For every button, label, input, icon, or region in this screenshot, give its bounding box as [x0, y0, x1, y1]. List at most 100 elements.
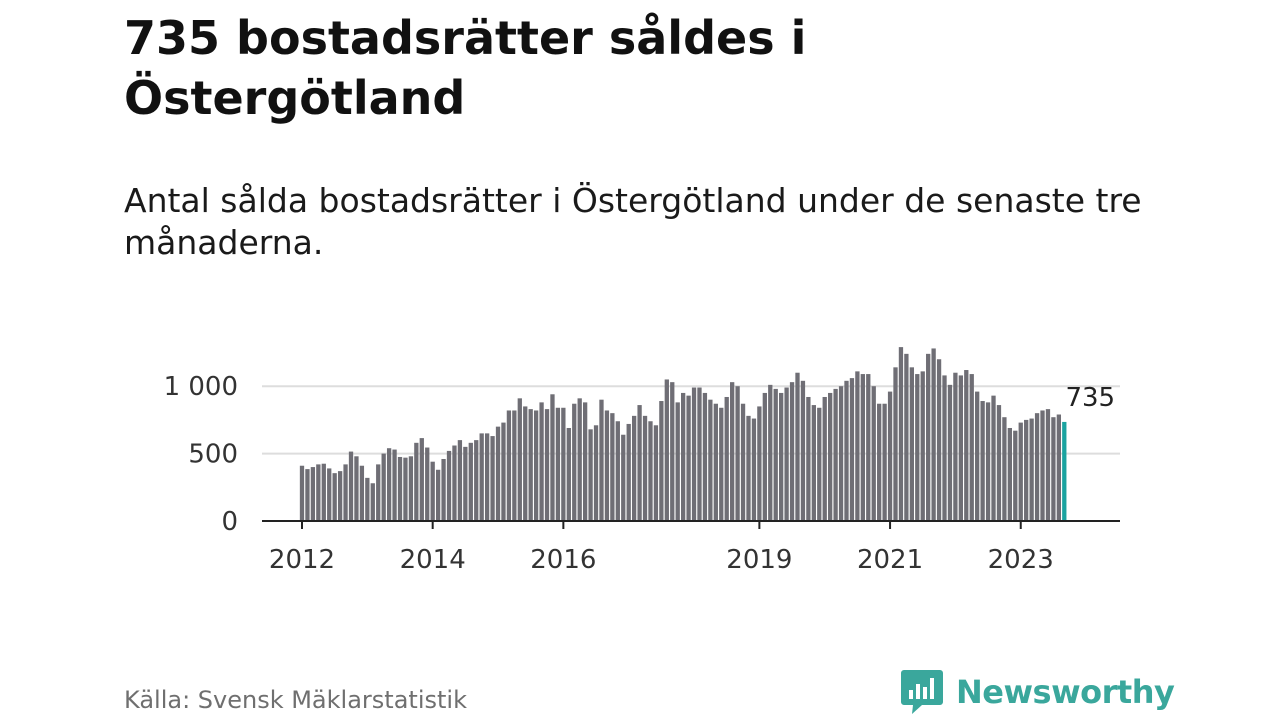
bar: [354, 456, 359, 521]
bar: [985, 402, 991, 521]
bar: [789, 382, 795, 521]
bar: [321, 463, 326, 521]
bar: [299, 465, 305, 521]
bar: [713, 403, 718, 521]
bar: [365, 477, 370, 521]
bar: [550, 394, 555, 521]
bar: [735, 386, 740, 521]
bar: [1056, 414, 1062, 521]
bar: [441, 458, 446, 521]
bar: [561, 407, 566, 521]
bar: [800, 380, 806, 521]
bar: [947, 384, 953, 521]
bar: [730, 382, 735, 521]
bar: [457, 440, 463, 521]
bar: [506, 410, 512, 521]
bar: [828, 392, 833, 521]
bar: [484, 433, 490, 521]
bar: [659, 401, 664, 521]
bar: [435, 469, 441, 521]
bar: [1051, 417, 1056, 521]
bar: [495, 426, 501, 521]
bar: [316, 464, 321, 521]
bar: [490, 436, 495, 521]
bar: [501, 422, 506, 521]
bar: [452, 445, 457, 521]
bar: [386, 448, 392, 521]
bar: [931, 348, 936, 521]
bar: [610, 413, 615, 521]
y-tick-label: 1 000: [164, 372, 238, 402]
bar: [849, 378, 855, 521]
bar: [909, 367, 914, 521]
bar: [708, 399, 713, 521]
bar: [604, 410, 610, 521]
bar: [942, 375, 947, 521]
bar: [1007, 427, 1012, 521]
bar: [844, 380, 849, 521]
bar: [817, 407, 822, 521]
bar: [544, 409, 550, 521]
bar: [468, 442, 473, 521]
x-tick-label: 2016: [530, 545, 596, 575]
bar: [996, 405, 1002, 521]
bar: [425, 447, 430, 521]
bar: [866, 374, 871, 521]
bar: [975, 391, 980, 521]
bar: [926, 353, 931, 521]
bar: [784, 387, 789, 521]
bar: [697, 387, 702, 521]
x-tick-label: 2014: [400, 545, 466, 575]
bar: [588, 429, 593, 521]
bar: [1002, 417, 1007, 521]
bar: [359, 465, 365, 521]
x-tick-label: 2021: [857, 545, 923, 575]
bar: [904, 353, 909, 521]
brand-logo: Newsworthy: [900, 668, 1175, 716]
bar: [381, 453, 386, 521]
x-tick-label: 2019: [726, 545, 792, 575]
bar: [860, 374, 865, 521]
bar: [615, 421, 620, 521]
bar: [953, 372, 958, 521]
bar: [572, 403, 577, 521]
bar: [915, 374, 920, 521]
bar: [408, 456, 414, 521]
bar: [1029, 418, 1034, 521]
chart-subtitle: Antal sålda bostadsrätter i Östergötland…: [124, 181, 1142, 262]
bar: [555, 407, 561, 521]
bar: [691, 387, 697, 521]
bar: [392, 449, 397, 521]
bar: [686, 395, 691, 521]
bar: [593, 425, 599, 521]
bar: [1013, 430, 1018, 521]
y-tick-label: 0: [221, 507, 238, 537]
bar: [539, 402, 544, 521]
bar: [773, 388, 778, 521]
bar: [936, 359, 942, 521]
bar-chart: 0 500 1 000 735 2012 2014 2016 2019 2021 2023: [164, 347, 1120, 575]
bar: [474, 440, 479, 521]
bar: [343, 464, 348, 521]
bar: [664, 379, 669, 521]
bar: [653, 425, 659, 521]
bar: [838, 386, 844, 521]
bar: [724, 396, 729, 521]
bar: [648, 421, 653, 521]
bar: [871, 386, 876, 521]
brand-name: Newsworthy: [956, 673, 1175, 711]
bar: [637, 405, 642, 521]
bar: [806, 396, 811, 521]
bar: [958, 375, 963, 521]
bar: [517, 398, 522, 521]
bar: [414, 442, 419, 521]
bar: [898, 347, 904, 521]
bar: [528, 409, 533, 521]
bar: [740, 403, 746, 521]
bar-highlight: [1062, 421, 1067, 521]
bar: [523, 406, 528, 521]
bar: [795, 372, 800, 521]
bar: [1024, 419, 1029, 521]
bar: [430, 461, 435, 521]
bar: [348, 451, 354, 521]
